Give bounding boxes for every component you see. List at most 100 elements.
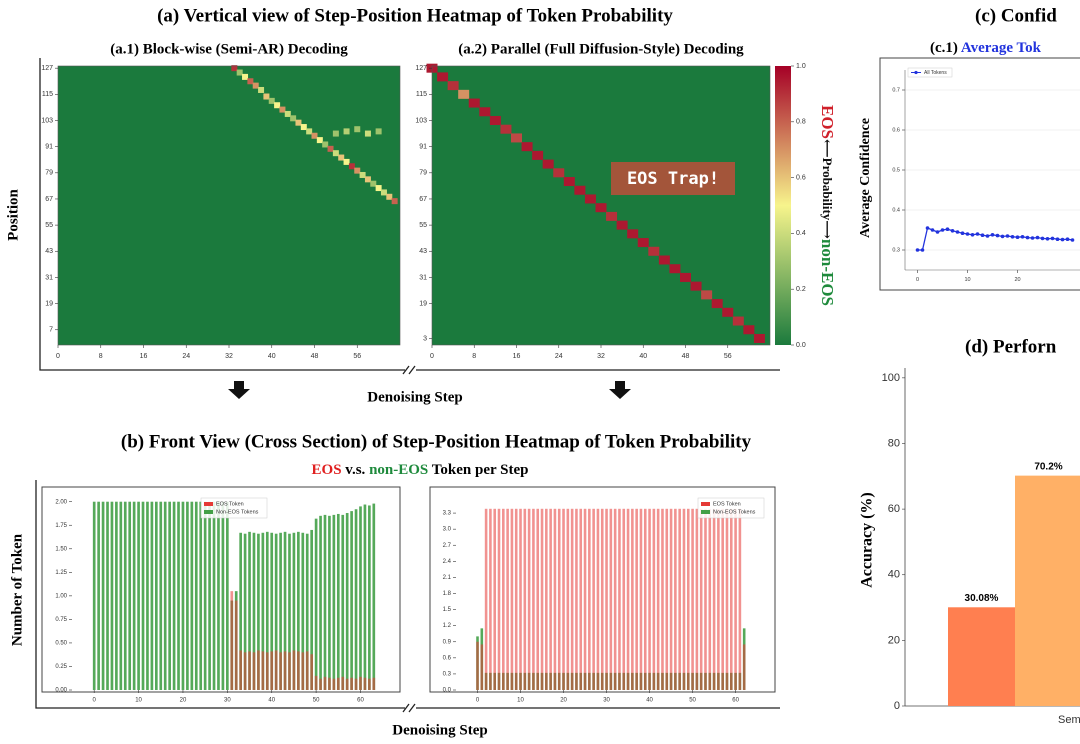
bar bbox=[613, 508, 617, 690]
marker bbox=[1045, 237, 1050, 241]
bar bbox=[297, 531, 300, 690]
bar bbox=[332, 514, 336, 690]
y-tick-label: 2.7 bbox=[443, 543, 452, 549]
bar bbox=[717, 508, 720, 690]
legend-swatch bbox=[701, 502, 710, 506]
heatmap-cell bbox=[563, 177, 575, 187]
heatmap-cell bbox=[375, 185, 382, 192]
heatmap-cell bbox=[386, 193, 393, 200]
x-tick-label: 0 bbox=[56, 353, 60, 360]
bar bbox=[328, 515, 331, 690]
bar bbox=[252, 532, 256, 690]
heatmap-cell bbox=[584, 194, 596, 204]
value-label: 30.08% bbox=[965, 593, 999, 604]
x-tick-label: Sem bbox=[1058, 714, 1080, 726]
heatmap-cell bbox=[648, 246, 660, 256]
arrow bbox=[228, 381, 250, 399]
legend-box bbox=[200, 497, 268, 519]
x-tick-label: 24 bbox=[182, 353, 190, 360]
y-tick-label: 115 bbox=[416, 91, 427, 98]
bar bbox=[514, 508, 518, 690]
x-tick-label: 20 bbox=[1014, 277, 1020, 283]
y-tick-label: 55 bbox=[419, 222, 427, 229]
bar bbox=[699, 508, 703, 690]
heatmap-background bbox=[58, 66, 400, 345]
y-tick-label: 0.00 bbox=[55, 688, 67, 694]
x-tick-label: 0 bbox=[430, 353, 434, 360]
bar bbox=[297, 651, 300, 690]
marker bbox=[995, 233, 1000, 238]
bar bbox=[742, 644, 746, 690]
heatmap-cell bbox=[574, 185, 586, 195]
bar bbox=[336, 677, 340, 690]
heatmap-cell bbox=[542, 159, 554, 169]
chart-title: (c.1) Average Tok bbox=[930, 40, 1042, 56]
heatmap-cell bbox=[364, 176, 371, 183]
marker bbox=[945, 227, 950, 231]
bar bbox=[288, 652, 291, 690]
colorbar-tick-label: 0.8 bbox=[796, 119, 806, 126]
marker bbox=[1010, 235, 1015, 239]
x-tick-label: 16 bbox=[140, 353, 148, 360]
y-tick-label: 20 bbox=[888, 634, 900, 646]
value-label: 70.2% bbox=[1034, 461, 1062, 472]
legend-marker bbox=[914, 70, 918, 75]
bar bbox=[549, 508, 552, 690]
bar bbox=[305, 651, 309, 690]
marker bbox=[1055, 237, 1060, 241]
marker bbox=[935, 230, 940, 234]
marker bbox=[1050, 236, 1055, 241]
y-tick-label: 31 bbox=[45, 274, 53, 281]
bar bbox=[341, 514, 345, 690]
bar bbox=[708, 508, 712, 690]
heatmap-cell bbox=[447, 81, 459, 91]
y-tick-label: 0.5 bbox=[892, 167, 900, 173]
bar bbox=[476, 641, 479, 690]
bar bbox=[199, 501, 203, 690]
axis-break bbox=[402, 703, 416, 713]
y-tick-label: 1.25 bbox=[55, 570, 67, 576]
bar bbox=[248, 531, 251, 690]
bar bbox=[101, 501, 105, 690]
bar bbox=[354, 509, 358, 690]
x-tick-label: 10 bbox=[964, 277, 970, 283]
bar bbox=[372, 503, 376, 690]
y-tick-label: 0.6 bbox=[443, 655, 452, 661]
bar bbox=[605, 508, 608, 690]
subtitle: EOS v.s. non-EOS Token per Step bbox=[312, 462, 529, 478]
y-tick-label: 0 bbox=[894, 700, 900, 712]
axis-break bbox=[402, 365, 416, 375]
heatmap-cell bbox=[343, 128, 350, 135]
heatmap-cell bbox=[753, 333, 765, 343]
heatmap-cell bbox=[690, 281, 702, 291]
heading: (a) Vertical view of Step-Position Heatm… bbox=[157, 5, 673, 26]
x-tick-label: 32 bbox=[597, 353, 605, 360]
annotation-box bbox=[611, 162, 735, 195]
plot-frame bbox=[429, 486, 776, 693]
x-tick-label: 60 bbox=[357, 698, 364, 704]
bar bbox=[480, 644, 484, 690]
x-tick-label: 20 bbox=[560, 698, 567, 704]
bar bbox=[579, 508, 583, 690]
marker bbox=[920, 248, 925, 252]
heatmap-cell bbox=[595, 203, 607, 213]
x-tick-label: 40 bbox=[639, 353, 647, 360]
heatmap-cell bbox=[343, 158, 350, 165]
heatmap-cell bbox=[306, 128, 313, 135]
heatmap-cell bbox=[606, 211, 618, 221]
heatmap-cell bbox=[658, 255, 670, 265]
bar bbox=[301, 532, 305, 690]
y-tick-label: 0.25 bbox=[55, 664, 67, 670]
bar bbox=[665, 508, 669, 690]
bar bbox=[212, 501, 216, 690]
bar bbox=[319, 515, 322, 690]
colorbar-label-part: non-EOS bbox=[818, 239, 837, 306]
bar bbox=[695, 508, 699, 690]
bar bbox=[562, 508, 565, 690]
bar bbox=[497, 508, 501, 690]
x-tick-label: 56 bbox=[724, 353, 732, 360]
colorbar-tick-label: 0.6 bbox=[796, 174, 806, 181]
bar bbox=[261, 532, 265, 690]
plot-frame bbox=[41, 486, 401, 693]
